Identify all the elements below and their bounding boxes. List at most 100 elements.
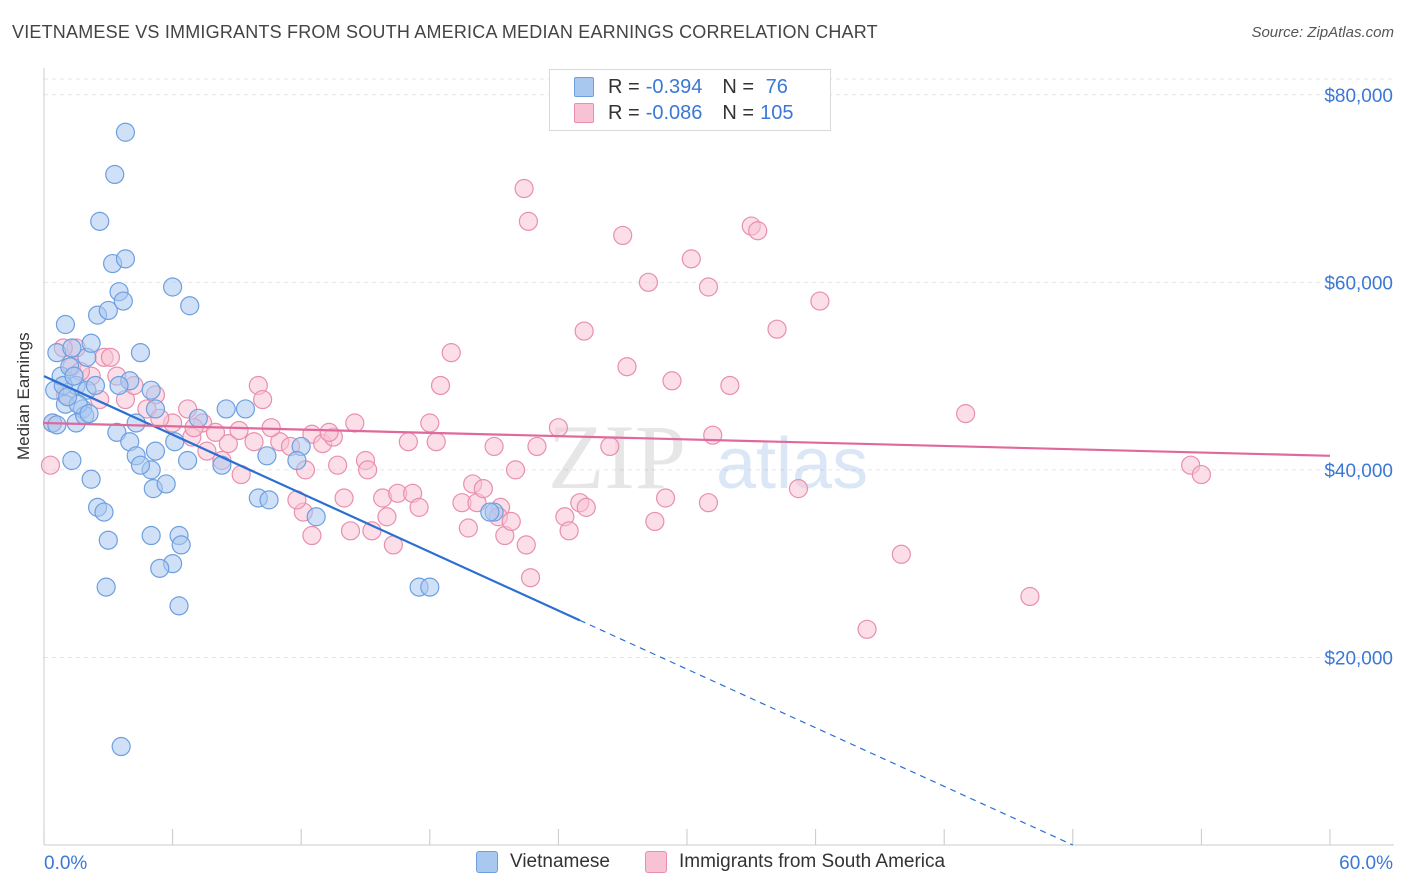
point-vietnamese bbox=[130, 343, 151, 363]
x-tick-label-min: 0.0% bbox=[44, 853, 87, 874]
point-vietnamese bbox=[306, 507, 326, 527]
legend-label-south-america: Immigrants from South America bbox=[679, 851, 946, 872]
legend-label-vietnamese: Vietnamese bbox=[510, 851, 610, 872]
point-immigrants-south-america bbox=[420, 413, 440, 433]
source-label: Source: ZipAtlas.com bbox=[1251, 24, 1394, 41]
point-vietnamese bbox=[85, 375, 106, 396]
point-vietnamese bbox=[420, 577, 440, 597]
point-immigrants-south-america bbox=[559, 521, 579, 541]
r-label: R = bbox=[608, 101, 640, 124]
point-vietnamese bbox=[47, 415, 67, 435]
point-vietnamese bbox=[79, 404, 99, 424]
point-immigrants-south-america bbox=[430, 375, 451, 396]
y-tick-labels: $20,000 $40,000 $60,000 $80,000 bbox=[1324, 86, 1393, 670]
point-immigrants-south-america bbox=[40, 455, 61, 475]
point-immigrants-south-america bbox=[334, 488, 354, 508]
point-immigrants-south-america bbox=[518, 211, 538, 231]
y-axis-label: Median Earnings bbox=[14, 332, 33, 460]
legend-swatch-pink bbox=[574, 103, 594, 123]
legend-item-south-america[interactable]: Immigrants from South America bbox=[645, 851, 945, 873]
trend-line-vietnamese bbox=[43, 375, 581, 622]
correlation-legend: R = -0.394 N = 76 R = -0.086 N = 105 bbox=[549, 69, 831, 131]
point-immigrants-south-america bbox=[501, 511, 521, 532]
point-immigrants-south-america bbox=[662, 371, 682, 391]
point-vietnamese bbox=[171, 535, 191, 555]
point-immigrants-south-america bbox=[377, 507, 397, 527]
points-immigrants-south-america bbox=[40, 178, 1212, 639]
point-immigrants-south-america bbox=[703, 425, 723, 445]
chart-title: VIETNAMESE VS IMMIGRANTS FROM SOUTH AMER… bbox=[12, 22, 878, 42]
point-vietnamese bbox=[96, 577, 116, 597]
point-immigrants-south-america bbox=[527, 436, 547, 457]
point-immigrants-south-america bbox=[514, 178, 534, 199]
point-immigrants-south-america bbox=[409, 497, 429, 517]
point-vietnamese bbox=[150, 558, 170, 578]
point-vietnamese bbox=[130, 455, 151, 475]
point-vietnamese bbox=[81, 469, 101, 489]
point-vietnamese bbox=[109, 375, 129, 396]
legend-item-vietnamese[interactable]: Vietnamese bbox=[476, 851, 610, 873]
point-vietnamese bbox=[259, 490, 279, 510]
point-immigrants-south-america bbox=[857, 619, 877, 639]
point-immigrants-south-america bbox=[218, 434, 238, 454]
point-vietnamese bbox=[169, 596, 189, 616]
y-tick-label: $80,000 bbox=[1324, 86, 1393, 107]
point-immigrants-south-america bbox=[302, 525, 322, 546]
point-immigrants-south-america bbox=[600, 436, 620, 457]
point-immigrants-south-america bbox=[398, 432, 418, 452]
point-vietnamese bbox=[126, 413, 146, 433]
legend-swatch-pink bbox=[645, 851, 667, 873]
legend-row-south-america: R = -0.086 N = 105 bbox=[574, 101, 793, 125]
r-value: -0.086 bbox=[645, 101, 703, 124]
point-vietnamese bbox=[141, 525, 161, 546]
point-vietnamese bbox=[107, 422, 127, 442]
x-tick-labels: 0.0% 60.0% bbox=[44, 853, 1393, 874]
point-vietnamese bbox=[188, 408, 208, 428]
r-label: R = bbox=[608, 75, 640, 98]
point-immigrants-south-america bbox=[748, 221, 768, 241]
point-immigrants-south-america bbox=[473, 479, 493, 499]
point-vietnamese bbox=[180, 296, 200, 316]
legend-swatch-blue bbox=[476, 851, 498, 873]
point-immigrants-south-america bbox=[767, 319, 787, 339]
point-immigrants-south-america bbox=[698, 277, 719, 297]
point-immigrants-south-america bbox=[340, 521, 361, 541]
point-vietnamese bbox=[81, 333, 101, 353]
point-vietnamese bbox=[235, 399, 256, 419]
point-vietnamese bbox=[145, 441, 166, 461]
point-vietnamese bbox=[480, 502, 500, 522]
r-value: -0.394 bbox=[645, 75, 703, 98]
point-vietnamese bbox=[90, 211, 110, 231]
n-label: N = bbox=[722, 75, 755, 98]
point-vietnamese bbox=[105, 164, 125, 185]
point-vietnamese bbox=[145, 399, 166, 419]
point-immigrants-south-america bbox=[645, 511, 665, 532]
point-vietnamese bbox=[115, 249, 136, 269]
n-label: N = bbox=[722, 101, 755, 124]
point-immigrants-south-america bbox=[441, 343, 461, 363]
point-vietnamese bbox=[115, 122, 136, 142]
point-immigrants-south-america bbox=[244, 432, 264, 452]
point-vietnamese bbox=[111, 736, 131, 757]
point-immigrants-south-america bbox=[956, 404, 976, 424]
point-immigrants-south-america bbox=[655, 488, 676, 508]
point-immigrants-south-america bbox=[458, 518, 478, 538]
n-value: 105 bbox=[760, 101, 794, 124]
point-immigrants-south-america bbox=[328, 455, 348, 475]
point-vietnamese bbox=[257, 446, 277, 466]
point-vietnamese bbox=[163, 277, 183, 297]
point-immigrants-south-america bbox=[1191, 464, 1212, 485]
point-vietnamese bbox=[62, 338, 82, 358]
point-vietnamese bbox=[98, 300, 118, 321]
point-immigrants-south-america bbox=[426, 432, 446, 452]
point-vietnamese bbox=[62, 450, 82, 471]
point-immigrants-south-america bbox=[891, 544, 911, 564]
point-vietnamese bbox=[141, 380, 161, 400]
y-tick-label: $60,000 bbox=[1324, 273, 1393, 294]
point-vietnamese bbox=[178, 450, 198, 471]
point-immigrants-south-america bbox=[253, 389, 273, 410]
point-vietnamese bbox=[94, 502, 114, 522]
x-tick-label-max: 60.0% bbox=[1339, 853, 1393, 874]
point-vietnamese bbox=[98, 530, 118, 550]
